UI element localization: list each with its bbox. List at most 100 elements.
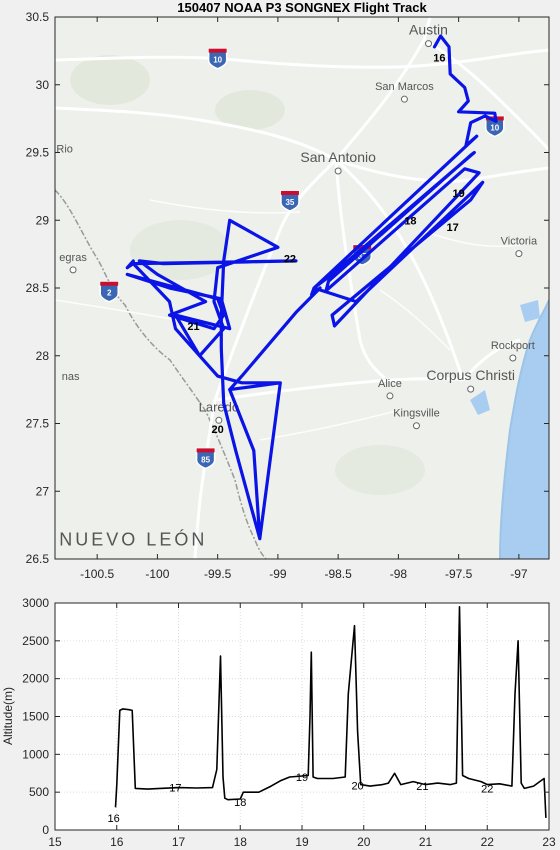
bay-water	[470, 390, 490, 415]
map-place-label: San Marcos	[375, 81, 434, 93]
x-tick-label: 19	[295, 835, 309, 849]
x-tick-label: -100	[145, 567, 169, 581]
city-marker	[515, 250, 523, 258]
x-tick-label: -97.5	[445, 567, 473, 581]
road-shield: 85	[195, 447, 216, 470]
road-shield-number: 2	[107, 289, 112, 298]
y-tick-label: 30	[36, 78, 50, 92]
flight-hour-label: 19	[453, 188, 465, 200]
map-place-label: Rockport	[491, 340, 535, 352]
flight-track-line	[125, 34, 498, 541]
map-place-label: Austin	[409, 22, 448, 38]
gulf-water	[500, 300, 549, 559]
map-title: 150407 NOAA P3 SONGNEX Flight Track	[177, 0, 427, 15]
road-shield: 35	[280, 190, 300, 212]
flight-hour-label: 17	[446, 222, 458, 234]
map-place-label: Corpus Christi	[426, 367, 515, 383]
road-shield: 10	[207, 47, 228, 70]
x-tick-label: 18	[234, 835, 248, 849]
y-tick-label: 500	[29, 785, 49, 799]
y-tick-label: 1000	[22, 747, 49, 761]
coastline	[499, 299, 549, 559]
map-place-label: egras	[59, 252, 87, 264]
altitude-line	[114, 605, 547, 818]
x-tick-label: 15	[48, 835, 62, 849]
y-tick-label: 27.5	[26, 417, 50, 431]
map-y-ticks: 26.5 27 27.5 28 28.5 29 29.5 30 30.5	[26, 10, 549, 566]
map-place-label: Kingsville	[393, 408, 439, 420]
altitude-hour-label: 19	[296, 772, 308, 784]
y-tick-label: 26.5	[26, 552, 50, 566]
map-place-label: San Antonio	[300, 149, 376, 165]
road-shield-number: 35	[285, 198, 294, 207]
city-marker	[215, 416, 223, 424]
x-tick-label: -99	[269, 567, 287, 581]
x-tick-label: -98.5	[324, 567, 352, 581]
map-place-labels: Austin San Marcos San Antonio Victoria Rockp…	[56, 22, 538, 550]
map-place-label: Laredo	[199, 399, 239, 414]
y-tick-label: 30.5	[26, 10, 50, 24]
altitude-hour-label: 17	[169, 783, 181, 795]
city-marker	[334, 167, 342, 175]
y-tick-label: 3000	[22, 596, 49, 610]
flight-hour-label: 18	[404, 215, 416, 227]
road-shield-number: 85	[201, 455, 210, 464]
city-marker	[69, 266, 77, 274]
map-place-label: Victoria	[501, 236, 538, 248]
y-tick-label: 28	[36, 349, 50, 363]
x-tick-label: -99.5	[204, 567, 232, 581]
x-tick-label: 16	[110, 835, 124, 849]
x-tick-label: 23	[542, 835, 556, 849]
altitude-hour-label: 16	[108, 813, 120, 825]
altitude-hour-label: 21	[416, 781, 428, 793]
road-shield-number: 10	[213, 56, 222, 65]
altitude-hour-label: 22	[481, 783, 493, 795]
x-tick-label: -97	[510, 567, 528, 581]
flight-hour-label: 20	[212, 424, 224, 436]
altitude-x-ticks: 15 16 17 18 19 20 21 22 23	[48, 603, 556, 849]
x-tick-label: 21	[419, 835, 433, 849]
y-tick-label: 29	[36, 213, 50, 227]
map-background	[55, 17, 549, 559]
altitude-ylabel: Altitude(m)	[1, 687, 15, 745]
bay-water	[520, 300, 540, 322]
city-marker	[509, 354, 517, 362]
y-tick-label: 2000	[22, 672, 49, 686]
map-place-label: NUEVO LEÓN	[59, 528, 207, 549]
altitude-hour-label: 20	[351, 780, 363, 792]
altitude-hour-label: 18	[234, 797, 246, 809]
city-marker	[412, 422, 420, 430]
border-line	[55, 189, 267, 559]
altitude-y-ticks: 0 500 1000 1500 2000 2500 3000	[22, 596, 549, 837]
x-tick-label: -98	[390, 567, 408, 581]
flight-track	[125, 34, 498, 541]
city-marker	[386, 392, 394, 400]
y-tick-label: 1500	[22, 710, 49, 724]
flight-hour-labels: 16 17 18 19 20 21 22	[187, 53, 464, 436]
y-tick-label: 27	[36, 484, 50, 498]
x-tick-label: -100.5	[80, 567, 114, 581]
map-place-label: Rio	[56, 144, 73, 156]
road-shield: 2	[99, 280, 119, 303]
map-place-label: nas	[62, 371, 80, 383]
y-tick-label: 29.5	[26, 146, 50, 160]
y-tick-label: 2500	[22, 634, 49, 648]
flight-hour-label: 16	[433, 53, 445, 65]
flight-hour-label: 21	[187, 321, 199, 333]
x-tick-label: 22	[481, 835, 495, 849]
city-marker	[400, 95, 408, 103]
flight-hour-label: 22	[284, 253, 296, 265]
y-tick-label: 0	[42, 823, 49, 837]
altitude-series	[114, 605, 547, 818]
city-marker	[425, 40, 433, 48]
x-tick-label: 20	[357, 835, 371, 849]
city-marker	[467, 385, 475, 393]
y-tick-label: 28.5	[26, 281, 50, 295]
road-shield-number: 10	[490, 123, 499, 132]
altitude-hour-labels: 16 17 18 19 20 21 22	[108, 772, 494, 825]
x-tick-label: 17	[172, 835, 186, 849]
map-x-ticks: -100.5 -100 -99.5 -99 -98.5 -98 -97.5 -97	[80, 17, 528, 581]
map-place-label: Alice	[378, 378, 402, 390]
